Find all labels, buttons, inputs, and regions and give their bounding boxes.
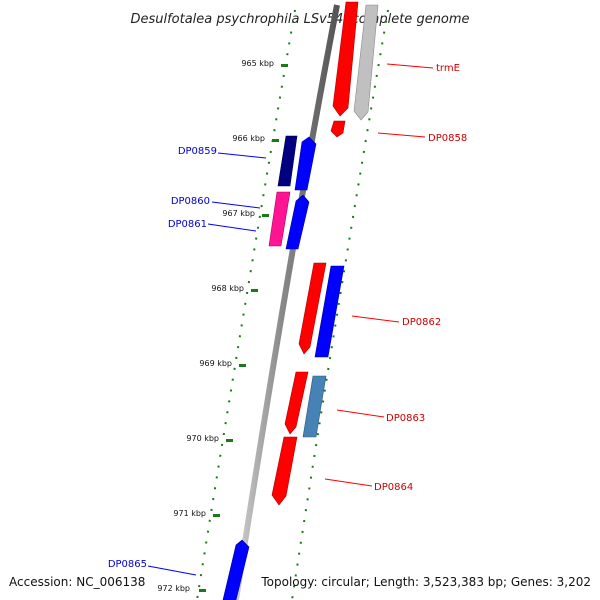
tick-mark: [199, 589, 206, 592]
tick-label-966: 966 kbp: [232, 134, 265, 143]
tick-mark: [251, 289, 258, 292]
gene-arrow-DP0858-gray[interactable]: [353, 4, 379, 121]
accession-text: Accession: NC_006138: [9, 575, 145, 589]
gene-arrow-DP0862-red[interactable]: [298, 262, 327, 355]
gene-features: [222, 1, 379, 600]
gene-label-DP0863[interactable]: DP0863: [386, 413, 425, 424]
tick-label-965: 965 kbp: [241, 59, 274, 68]
leader-line-DP0864: [324, 478, 373, 487]
leader-line-DP0865: [147, 565, 197, 576]
leader-line-DP0861: [207, 223, 257, 232]
leader-line-DP0863: [336, 409, 385, 418]
tick-label-971: 971 kbp: [173, 509, 206, 518]
gene-arrow-DP0858[interactable]: [330, 120, 346, 138]
tick-label-967: 967 kbp: [222, 209, 255, 218]
gene-arrow-DP0865[interactable]: [222, 539, 250, 600]
gene-label-DP0859[interactable]: DP0859: [178, 146, 217, 157]
gene-label-DP0860[interactable]: DP0860: [171, 196, 210, 207]
leader-line-DP0858: [377, 132, 426, 138]
tick-label-972: 972 kbp: [157, 584, 190, 593]
genome-summary-text: Topology: circular; Length: 3,523,383 bp…: [260, 575, 591, 589]
gene-arrow-DP0864[interactable]: [271, 436, 298, 506]
gene-label-trmE[interactable]: trmE: [436, 63, 460, 74]
leader-line-DP0862: [351, 315, 400, 323]
gene-arrow-DP0859[interactable]: [294, 136, 317, 191]
outer-track-left: [196, 9, 296, 600]
genome-backbone: [233, 4, 340, 600]
gene-labels: trmE DP0858 DP0859 DP0860 DP0861 DP0862 …: [108, 63, 467, 576]
tick-mark: [226, 439, 233, 442]
leader-line-DP0860: [211, 201, 261, 209]
gene-arrow-DP0863-red[interactable]: [284, 371, 309, 435]
tick-label-968: 968 kbp: [211, 284, 244, 293]
leader-line-DP0859: [217, 152, 267, 159]
tick-mark: [281, 64, 288, 67]
gene-label-DP0861[interactable]: DP0861: [168, 219, 207, 230]
map-title: Desulfotalea psychrophila LSv54, complet…: [130, 12, 469, 27]
tick-label-969: 969 kbp: [199, 359, 232, 368]
tick-mark: [213, 514, 220, 517]
tick-label-970: 970 kbp: [186, 434, 219, 443]
leader-line-trmE: [386, 63, 434, 69]
kbp-ticks: 965 kbp 966 kbp 967 kbp 968 kbp 969 kbp …: [157, 59, 288, 593]
tick-mark: [239, 364, 246, 367]
gene-label-DP0858[interactable]: DP0858: [428, 133, 467, 144]
gene-label-DP0864[interactable]: DP0864: [374, 482, 413, 493]
gene-arrow-DP0862[interactable]: [314, 265, 345, 358]
gene-arrow-DP0860[interactable]: [268, 191, 291, 247]
gene-arrow-DP0861[interactable]: [285, 194, 310, 250]
gene-arrow-trmE[interactable]: [332, 1, 359, 117]
gene-arrow-DP0859-navy[interactable]: [277, 135, 298, 187]
gene-label-DP0865[interactable]: DP0865: [108, 559, 147, 570]
gene-label-DP0862[interactable]: DP0862: [402, 317, 441, 328]
gene-arrow-DP0863[interactable]: [302, 375, 327, 438]
tick-mark: [272, 139, 279, 142]
tick-mark: [262, 214, 269, 217]
